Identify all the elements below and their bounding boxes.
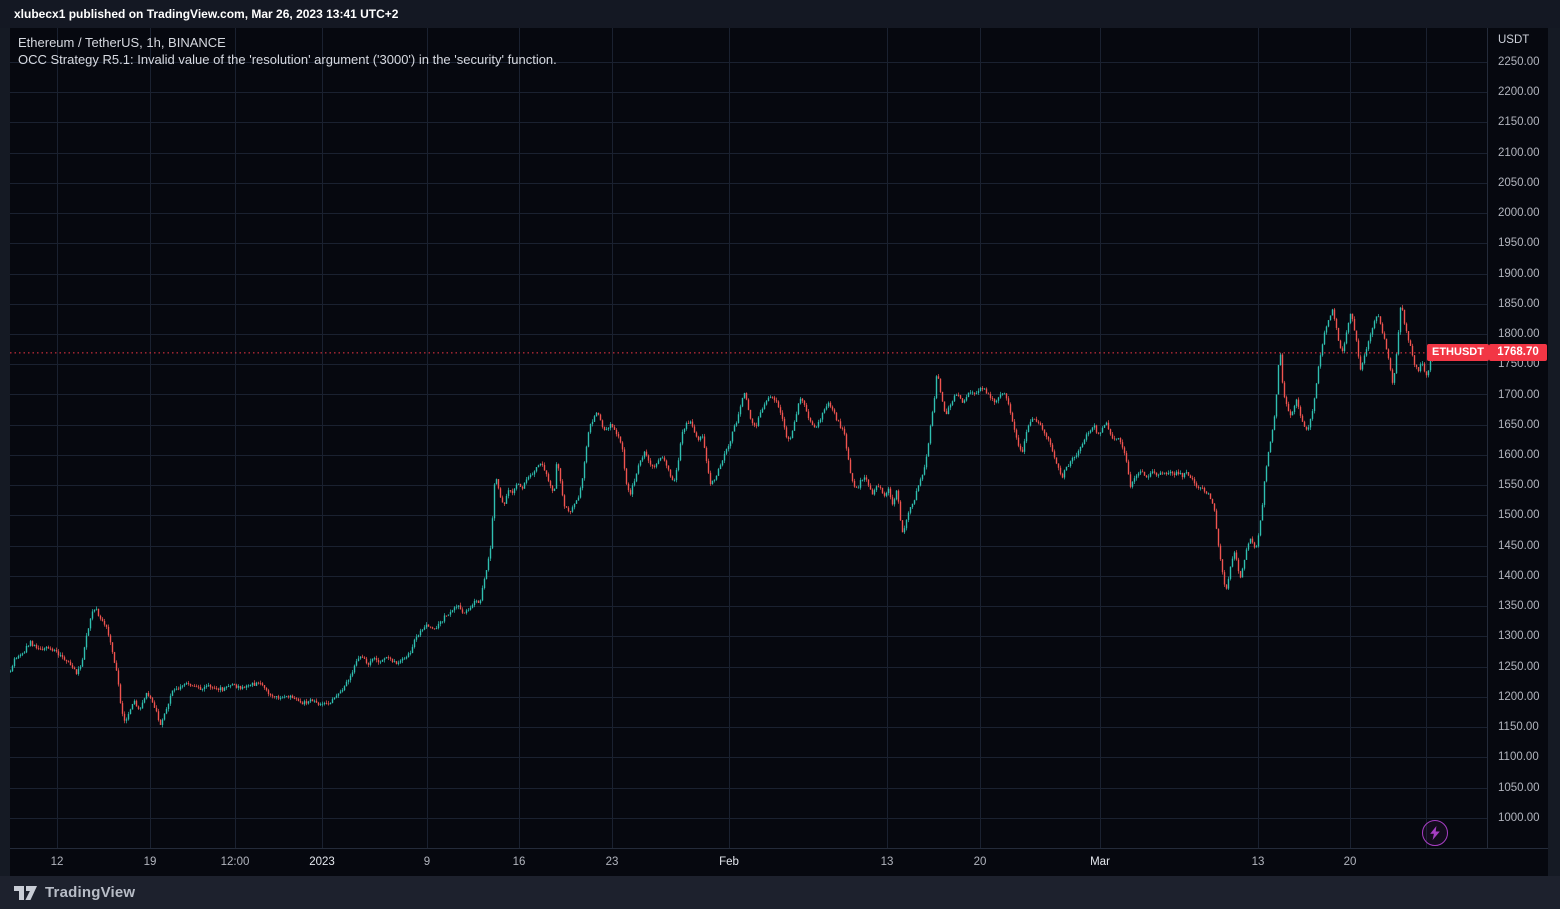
price-tick-label: 2150.00	[1498, 116, 1540, 129]
time-tick-label: 2023	[309, 856, 335, 868]
time-tick-label: 19	[143, 856, 157, 868]
symbol-flag-text: ETHUSDT	[1432, 346, 1484, 359]
time-tick-label: 12	[50, 856, 64, 868]
down-candles	[31, 305, 1434, 725]
price-tick-label: 1800.00	[1498, 328, 1540, 340]
boost-button[interactable]	[1422, 820, 1448, 846]
time-tick-label: 20	[973, 856, 987, 868]
price-axis[interactable]: USDT 2250.00 2200.00 2150.00 2100.00 2050.00…	[1487, 28, 1548, 848]
price-chart-pane[interactable]	[10, 28, 1487, 848]
time-tick-label: 9	[423, 856, 431, 868]
published-attribution-text: xlubecx1 published on TradingView.com, M…	[14, 7, 399, 21]
price-tick-label: 1400.00	[1498, 569, 1540, 582]
price-tick-label: 2200.00	[1498, 86, 1540, 99]
price-tick-label: 1850.00	[1498, 297, 1540, 310]
price-tick-label: 1650.00	[1498, 418, 1540, 431]
time-tick-label: Mar	[1090, 856, 1110, 868]
price-tick-label: 1950.00	[1498, 237, 1540, 250]
price-tick-label: 1900.00	[1498, 267, 1540, 280]
time-tick-label: 12:00	[220, 856, 250, 868]
price-tick-label: 1150.00	[1498, 721, 1539, 734]
time-tick-label: 13	[880, 856, 894, 868]
price-tick-label: 1050.00	[1498, 781, 1540, 794]
price-tick-label: 1000.00	[1498, 811, 1540, 824]
up-candles	[10, 306, 1436, 728]
time-tick-label: 13	[1251, 856, 1265, 868]
brand-name: TradingView	[45, 884, 136, 901]
candlestick-chart[interactable]	[10, 28, 1487, 848]
price-tick-label: 1600.00	[1498, 448, 1540, 461]
price-tick-label: 1100.00	[1498, 751, 1539, 764]
time-tick-label: Feb	[719, 856, 739, 868]
price-tick-label: 2250.00	[1498, 55, 1540, 68]
price-tick-label: 1450.00	[1498, 539, 1540, 552]
price-tick-label: 1700.00	[1498, 388, 1540, 401]
price-tick-label: 1200.00	[1498, 690, 1540, 703]
lightning-icon	[1430, 826, 1440, 840]
price-tick-label: 1350.00	[1498, 600, 1540, 613]
time-axis[interactable]: 12 19 12:00 2023 9 16 23 Feb 13 20 Mar 13 20	[10, 848, 1548, 876]
footer-bar: TradingView	[0, 876, 1560, 909]
price-tick-label: 1750.00	[1498, 358, 1540, 371]
price-tick-label: 1250.00	[1498, 660, 1540, 673]
symbol-price-flag: ETHUSDT	[1427, 344, 1489, 362]
price-tick-label: 1550.00	[1498, 479, 1540, 492]
price-tick-label: 1300.00	[1498, 630, 1540, 643]
last-price-text: 1768.70	[1497, 346, 1539, 359]
price-tick-label: 2000.00	[1498, 207, 1540, 219]
chart-card: Ethereum / TetherUS, 1h, BINANCE OCC Str…	[10, 28, 1548, 876]
time-tick-label: 16	[512, 856, 526, 868]
last-price-tag: 1768.70	[1489, 344, 1547, 362]
price-tick-label: 2050.00	[1498, 176, 1540, 189]
price-tick-label: 1500.00	[1498, 509, 1540, 522]
price-tick-label: 2100.00	[1498, 146, 1540, 159]
tradingview-logo-icon	[14, 886, 37, 900]
time-tick-label: 23	[605, 856, 619, 868]
time-tick-label: 20	[1343, 856, 1357, 868]
price-axis-unit: USDT	[1498, 34, 1530, 46]
published-attribution-bar: xlubecx1 published on TradingView.com, M…	[0, 0, 1560, 28]
